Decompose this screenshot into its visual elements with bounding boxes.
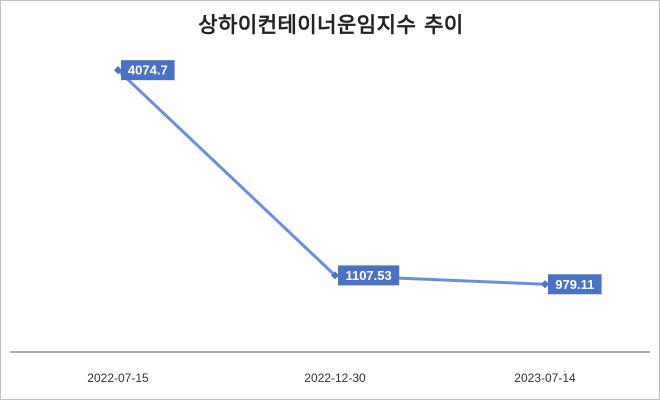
data-point-marker — [331, 271, 339, 280]
data-label: 979.11 — [555, 277, 594, 292]
data-label-box — [338, 265, 400, 286]
x-tick-label: 2022-12-30 — [304, 371, 366, 385]
x-tick-label: 2022-07-15 — [87, 371, 149, 385]
data-label-box — [548, 274, 602, 295]
tick-label-layer: 2022-07-15 2022-12-30 2023-07-14 — [87, 371, 576, 385]
data-label-layer: 4074.7 1107.53 979.11 — [121, 60, 602, 295]
data-point-marker — [114, 66, 122, 75]
data-label-box — [121, 60, 175, 81]
marker-layer — [114, 66, 549, 289]
data-label: 1107.53 — [345, 268, 391, 283]
chart-title: 상하이컨테이너운임지수 추이 — [198, 13, 464, 37]
series-line — [116, 68, 547, 286]
data-label: 4074.7 — [128, 63, 168, 78]
data-point-marker — [541, 280, 549, 289]
series-layer — [116, 68, 547, 286]
x-tick-label: 2023-07-14 — [514, 371, 576, 385]
